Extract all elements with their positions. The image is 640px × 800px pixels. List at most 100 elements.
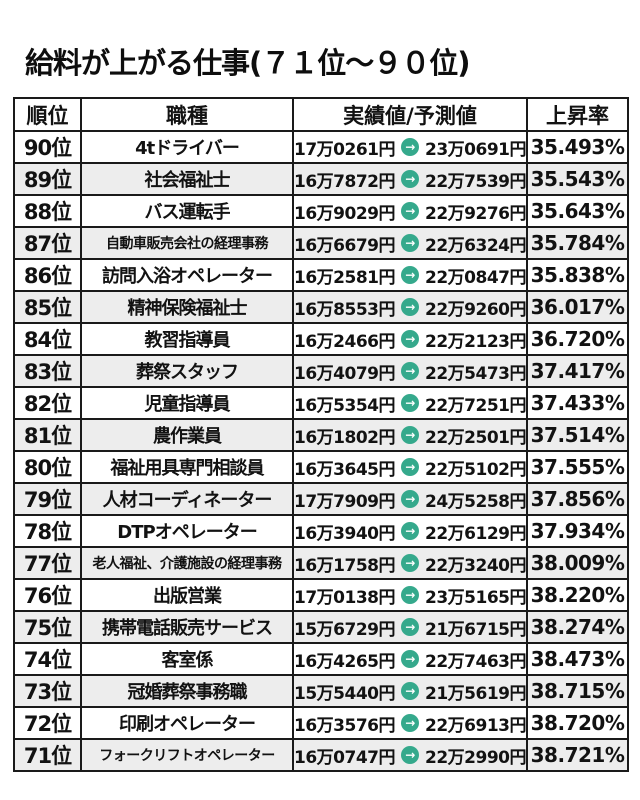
values-wrap: 16万0747円 → 22万2990円 (294, 741, 525, 769)
predicted-value: 22万7463円 (425, 651, 526, 672)
arrow-right-icon: → (401, 650, 419, 668)
job-cell: 自動車販売会社の経理事務 (80, 226, 294, 260)
predicted-value: 22万3240円 (425, 555, 526, 576)
rank-cell: 81位 (13, 418, 82, 452)
job-cell: 人材コーディネーター (80, 482, 294, 516)
predicted-value: 22万2501円 (425, 427, 526, 448)
arrow-right-icon: → (401, 266, 419, 284)
values-cell: 16万3576円 → 22万6913円 (292, 706, 528, 740)
rank-cell: 82位 (13, 386, 82, 420)
predicted-value: 22万7539円 (425, 171, 526, 192)
job-cell: 葬祭スタッフ (80, 354, 294, 388)
rank-cell: 86位 (13, 258, 82, 292)
values-cell: 16万0747円 → 22万2990円 (292, 738, 528, 772)
job-cell: 農作業員 (80, 418, 294, 452)
job-cell: 訪問入浴オペレーター (80, 258, 294, 292)
table-row: 79位 人材コーディネーター 17万7909円 → 24万5258円 37.85… (13, 482, 629, 516)
predicted-value: 22万6129円 (425, 523, 526, 544)
rank-cell: 87位 (13, 226, 82, 260)
table-row: 86位 訪問入浴オペレーター 16万2581円 → 22万0847円 35.83… (13, 258, 629, 292)
values-cell: 16万8553円 → 22万9260円 (292, 290, 528, 324)
values-wrap: 16万4265円 → 22万7463円 (295, 645, 526, 673)
predicted-value: 22万6913円 (425, 715, 526, 736)
actual-value: 16万0747円 (294, 747, 395, 768)
header-row: 順位 職種 実績値/予測値 上昇率 (13, 97, 629, 132)
table-row: 72位 印刷オペレーター 16万3576円 → 22万6913円 38.720% (13, 706, 629, 740)
values-cell: 16万3940円 → 22万6129円 (292, 514, 528, 548)
values-cell: 16万1758円 → 22万3240円 (292, 546, 528, 580)
table-row: 80位 福祉用具専門相談員 16万3645円 → 22万5102円 37.555… (13, 450, 629, 484)
table-row: 88位 バス運転手 16万9029円 → 22万9276円 35.643% (13, 194, 629, 228)
values-wrap: 15万5440円 → 21万5619円 (295, 677, 525, 705)
rank-cell: 79位 (13, 482, 82, 516)
table-row: 82位 児童指導員 16万5354円 → 22万7251円 37.433% (13, 386, 629, 420)
rank-cell: 90位 (13, 130, 82, 164)
table-row: 89位 社会福祉士 16万7872円 → 22万7539円 35.543% (13, 162, 629, 196)
values-cell: 16万2466円 → 22万2123円 (292, 322, 528, 356)
table-row: 75位 携帯電話販売サービス 15万6729円 → 21万6715円 38.27… (13, 610, 629, 644)
arrow-right-icon: → (401, 554, 419, 572)
values-wrap: 16万7872円 → 22万7539円 (295, 165, 526, 193)
arrow-right-icon: → (401, 202, 419, 220)
values-cell: 16万3645円 → 22万5102円 (292, 450, 528, 484)
rank-cell: 76位 (13, 578, 82, 612)
rate-cell: 38.009% (526, 546, 629, 580)
arrow-right-icon: → (401, 714, 419, 732)
values-wrap: 16万3940円 → 22万6129円 (294, 517, 526, 545)
predicted-value: 21万6715円 (425, 619, 526, 640)
rank-cell: 73位 (13, 674, 82, 708)
actual-value: 16万3940円 (294, 523, 395, 544)
table-body: 90位 4tドライバー 17万0261円 → 23万0691円 35.493% … (13, 130, 629, 772)
values-wrap: 16万5354円 → 22万7251円 (295, 389, 526, 417)
values-cell: 16万4265円 → 22万7463円 (292, 642, 528, 676)
rank-cell: 74位 (13, 642, 82, 676)
values-cell: 16万4079円 → 22万5473円 (292, 354, 528, 388)
actual-value: 16万6679円 (294, 235, 395, 256)
rate-cell: 38.715% (526, 674, 629, 708)
arrow-right-icon: → (401, 586, 419, 604)
values-wrap: 16万3645円 → 22万5102円 (295, 453, 525, 481)
arrow-right-icon: → (401, 234, 419, 252)
predicted-value: 24万5258円 (425, 491, 526, 512)
predicted-value: 23万0691円 (425, 139, 526, 160)
table-row: 73位 冠婚葬祭事務職 15万5440円 → 21万5619円 38.715% (13, 674, 629, 708)
values-cell: 16万7872円 → 22万7539円 (292, 162, 528, 196)
rate-cell: 38.720% (526, 706, 629, 740)
rank-cell: 88位 (13, 194, 82, 228)
arrow-right-icon: → (401, 746, 419, 764)
predicted-value: 22万2123円 (425, 331, 526, 352)
job-cell: 児童指導員 (80, 386, 294, 420)
header-rate: 上昇率 (526, 97, 629, 132)
values-cell: 16万6679円 → 22万6324円 (292, 226, 528, 260)
values-cell: 16万1802円 → 22万2501円 (292, 418, 528, 452)
predicted-value: 23万5165円 (425, 587, 526, 608)
rate-cell: 38.473% (526, 642, 629, 676)
values-cell: 15万5440円 → 21万5619円 (292, 674, 528, 708)
rank-cell: 89位 (13, 162, 82, 196)
table-row: 90位 4tドライバー 17万0261円 → 23万0691円 35.493% (13, 130, 629, 164)
job-cell: 印刷オペレーター (80, 706, 294, 740)
job-cell: 精神保険福祉士 (80, 290, 294, 324)
actual-value: 16万4079円 (294, 363, 395, 384)
rate-cell: 37.433% (526, 386, 629, 420)
values-wrap: 16万1802円 → 22万2501円 (295, 421, 526, 449)
table-row: 84位 教習指導員 16万2466円 → 22万2123円 36.720% (13, 322, 629, 356)
arrow-right-icon: → (401, 330, 419, 348)
actual-value: 17万0138円 (294, 587, 395, 608)
values-wrap: 17万0261円 → 23万0691円 (295, 133, 526, 161)
values-wrap: 17万7909円 → 24万5258円 (295, 485, 526, 513)
job-cell: 冠婚葬祭事務職 (80, 674, 294, 708)
arrow-right-icon: → (401, 426, 419, 444)
predicted-value: 22万7251円 (425, 395, 526, 416)
rank-cell: 75位 (13, 610, 82, 644)
rate-cell: 36.017% (526, 290, 629, 324)
rate-cell: 35.784% (526, 226, 629, 260)
header-rank: 順位 (13, 97, 82, 132)
values-cell: 17万0138円 → 23万5165円 (292, 578, 528, 612)
values-cell: 17万0261円 → 23万0691円 (292, 130, 528, 164)
job-cell: バス運転手 (80, 194, 294, 228)
rank-cell: 72位 (13, 706, 82, 740)
rank-cell: 80位 (13, 450, 82, 484)
actual-value: 16万2466円 (294, 331, 395, 352)
